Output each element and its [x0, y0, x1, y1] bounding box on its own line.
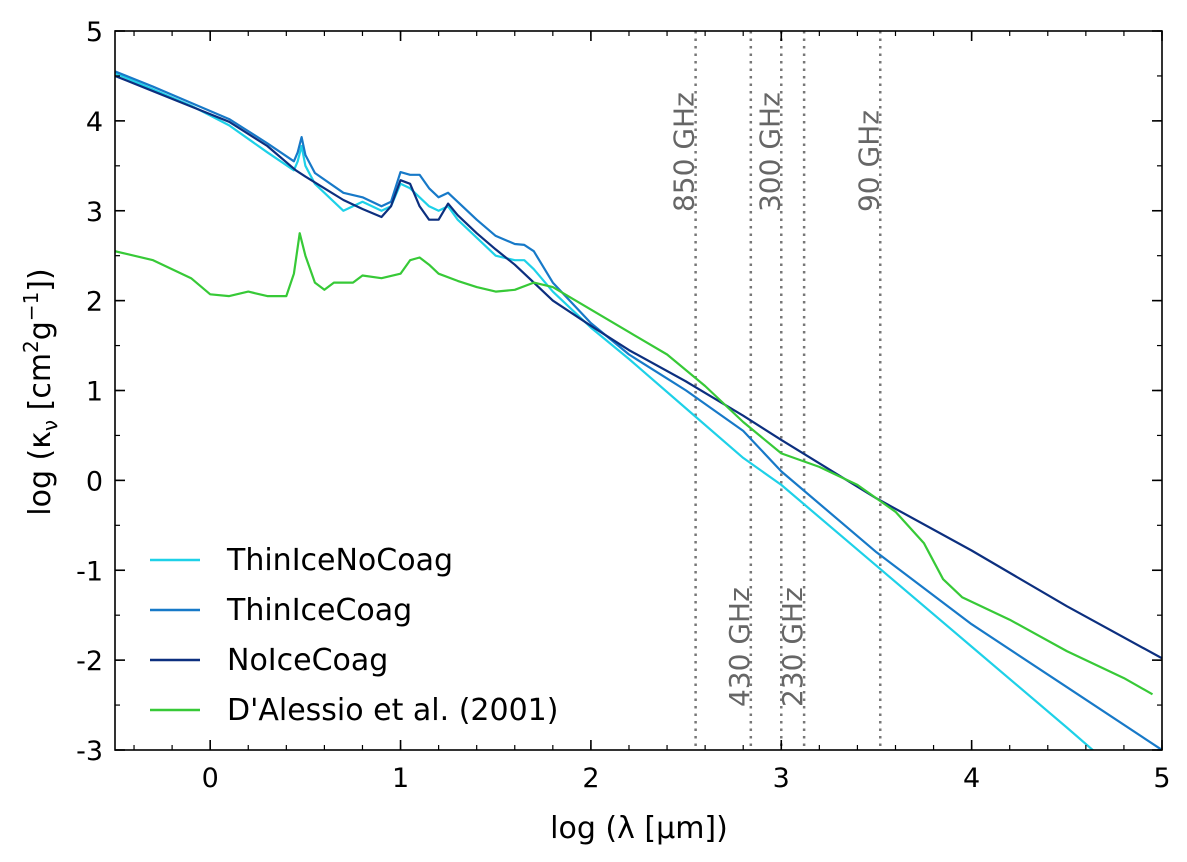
axes: 0 1 2 3 4 5 5 4 3 2 1 0 -1 -2 -3	[76, 17, 1171, 794]
x-tick-label: 0	[202, 763, 219, 794]
series-line-1	[115, 72, 1095, 750]
legend-label: D'Alessio et al. (2001)	[227, 693, 558, 728]
legend-label: ThinIceCoag	[226, 593, 412, 628]
y-tick-label: -1	[76, 556, 103, 587]
y-tick-label: 2	[86, 287, 103, 318]
y-tick-label: 0	[86, 466, 103, 497]
y-tick-label: -2	[76, 646, 103, 677]
x-tick-label: 2	[582, 763, 599, 794]
marker-label: 230 GHz	[776, 587, 809, 707]
x-tick-label: 4	[963, 763, 980, 794]
marker-label: 300 GHz	[753, 92, 786, 212]
series-line-4	[115, 232, 1154, 696]
y-tick-label: 3	[86, 197, 103, 228]
y-axis-label: log (κν [cm2g−1])	[19, 268, 62, 515]
legend-label: ThinIceNoCoag	[226, 543, 453, 578]
x-axis-label: log (λ [μm])	[550, 811, 728, 846]
x-tick-label: 3	[773, 763, 790, 794]
y-tick-label: 4	[86, 107, 103, 138]
y-tick-label: 1	[86, 377, 103, 408]
legend: ThinIceNoCoag ThinIceCoag NoIceCoag D'Aless…	[150, 543, 558, 728]
y-tick-label: 5	[86, 17, 103, 48]
x-tick-label: 1	[392, 763, 409, 794]
x-tick-label: 5	[1153, 763, 1170, 794]
y-tick-label: -3	[76, 736, 103, 767]
marker-label: 850 GHz	[668, 92, 701, 212]
marker-label: 430 GHz	[723, 587, 756, 707]
series-line-2	[115, 70, 1162, 750]
marker-lines: 850 GHz 430 GHz 300 GHz 230 GHz 90 GHz	[668, 31, 885, 750]
series-lines	[115, 70, 1162, 750]
marker-label: 90 GHz	[852, 110, 885, 212]
legend-label: NoIceCoag	[227, 643, 388, 678]
